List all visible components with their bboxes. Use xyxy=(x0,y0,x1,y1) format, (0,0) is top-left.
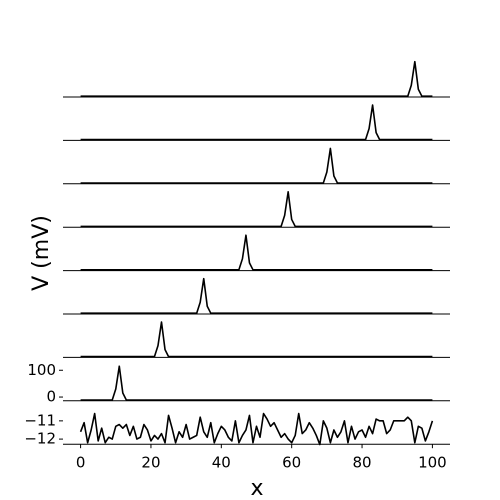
y-axis-label: V (mV) xyxy=(29,215,54,291)
trace xyxy=(80,60,433,97)
x-tick-label: 0 xyxy=(76,454,86,472)
trace xyxy=(80,234,433,271)
trace xyxy=(80,321,433,358)
y-tick-label: 100 xyxy=(27,361,56,379)
trace xyxy=(80,104,433,141)
x-tick-label: 20 xyxy=(141,454,160,472)
x-tick-label: 100 xyxy=(418,454,447,472)
trace xyxy=(80,147,433,184)
trace xyxy=(80,277,433,314)
x-tick-label: 40 xyxy=(212,454,231,472)
trace xyxy=(79,412,434,446)
trace xyxy=(80,365,433,401)
x-axis-label: x xyxy=(250,476,263,500)
trace xyxy=(80,191,433,228)
x-tick-label: 60 xyxy=(282,454,301,472)
x-tick-label: 80 xyxy=(352,454,371,472)
y-tick-label: −12 xyxy=(24,430,56,448)
y-tick-label: 0 xyxy=(46,388,56,406)
y-tick-label: −11 xyxy=(24,411,56,429)
